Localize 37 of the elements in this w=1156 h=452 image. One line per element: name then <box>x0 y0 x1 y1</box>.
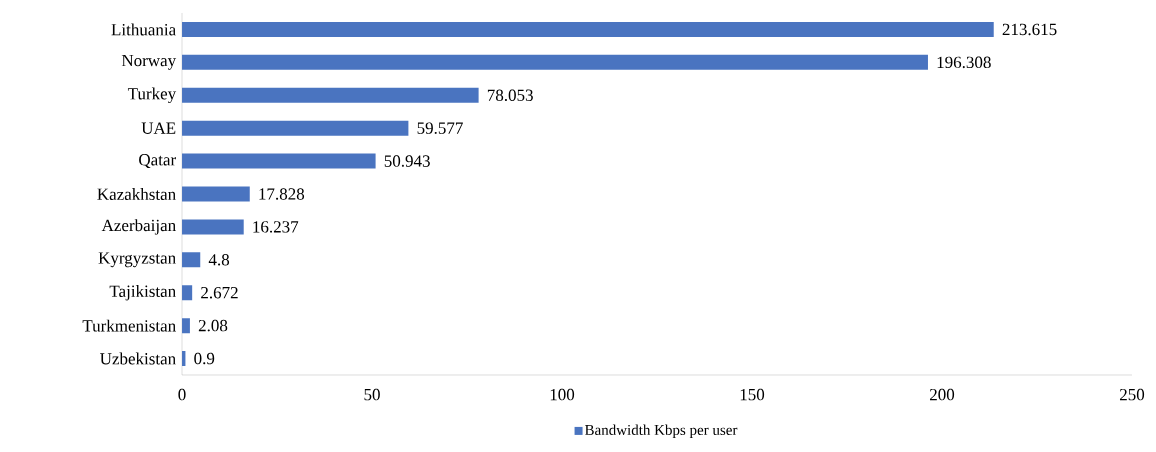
y-tick-label: Kyrgyzstan <box>98 252 176 268</box>
data-label: 78.053 <box>487 89 533 102</box>
bar <box>182 54 928 70</box>
data-label: 196.308 <box>937 56 991 69</box>
legend-label: Bandwidth Kbps per user <box>585 424 738 439</box>
y-tick-label: Azerbaijan <box>101 219 176 235</box>
bar <box>182 186 250 202</box>
bar <box>182 252 201 268</box>
data-label: 213.615 <box>1002 23 1057 36</box>
y-tick-label: Norway <box>121 54 177 70</box>
x-tick-label: 100 <box>550 388 575 401</box>
data-label: 2.08 <box>198 319 228 332</box>
y-tick-label: Kazakhstan <box>97 188 176 200</box>
x-tick-label: 150 <box>740 388 765 401</box>
bar <box>182 87 479 103</box>
data-label: 50.943 <box>384 155 430 167</box>
data-label: 4.8 <box>208 254 230 266</box>
x-tick-label: 50 <box>364 388 380 401</box>
data-label: 0.9 <box>194 352 215 365</box>
data-label: 59.577 <box>417 122 463 134</box>
data-label: 2.672 <box>201 286 238 299</box>
y-tick-label: Turkey <box>127 87 177 103</box>
y-tick-label: Tajikistan <box>109 285 176 301</box>
y-tick-label: UAE <box>141 122 176 134</box>
bar <box>182 120 409 136</box>
y-tick-label: Turkmenistan <box>82 319 176 332</box>
data-label: 17.828 <box>259 188 305 200</box>
x-tick-label: 0 <box>178 388 186 401</box>
bar <box>182 153 376 169</box>
bar <box>182 21 994 37</box>
data-label: 16.237 <box>253 221 299 233</box>
x-tick-label: 250 <box>1120 388 1145 401</box>
bar <box>182 219 244 235</box>
y-tick-label: Uzbekistan <box>100 352 176 365</box>
y-tick-label: Lithuania <box>111 23 176 36</box>
x-tick-label: 200 <box>930 388 955 401</box>
y-tick-label: Qatar <box>139 154 176 169</box>
